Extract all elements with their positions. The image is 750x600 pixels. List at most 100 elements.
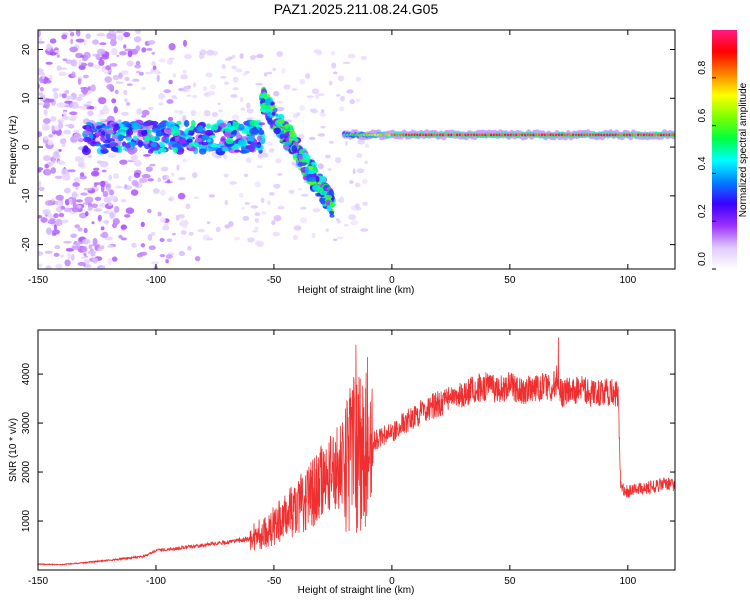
spectrogram-cell [70, 233, 77, 238]
spectrogram-cell [129, 141, 136, 147]
spectrogram-cell [332, 71, 338, 75]
spectrogram-cell [168, 79, 173, 85]
spectrogram-cell [338, 106, 345, 112]
spectrogram-cell [159, 238, 165, 242]
spectrogram-cell [88, 154, 93, 159]
spectrogram-cell [263, 72, 268, 77]
spectrogram-cell [239, 53, 244, 59]
spectrogram-cell [108, 189, 115, 196]
spectrogram-cell [46, 227, 52, 235]
spectrogram-cell [49, 74, 53, 81]
spectrogram-cell [143, 154, 151, 157]
spectrogram-cell [160, 189, 166, 196]
spectrogram-cell [107, 244, 114, 248]
spectrogram-cell [72, 182, 80, 188]
spectrogram-cell [120, 199, 127, 203]
spectrogram-x-tick-label: -50 [267, 275, 282, 286]
spectrogram-cell [269, 148, 275, 153]
spectrogram-cell [77, 158, 85, 163]
spectrogram-x-tick-label: 0 [389, 275, 395, 286]
spectrogram-cell [335, 157, 342, 164]
spectrogram-cell [75, 199, 83, 203]
spectrogram-cell [289, 129, 296, 138]
spectrogram-cell [251, 144, 261, 148]
spectrogram-cell [209, 134, 216, 139]
spectrogram-cell [313, 49, 322, 54]
spectrogram-cell [214, 155, 223, 159]
spectrogram-cell [166, 99, 174, 104]
spectrogram-cell [70, 38, 74, 45]
spectrogram-cell [41, 72, 45, 80]
spectrogram-cell [75, 38, 85, 43]
spectrogram-cell [131, 179, 139, 187]
snr-y-tick-label: 1000 [21, 509, 32, 532]
spectrogram-cell [58, 93, 63, 97]
spectrogram-cell [256, 135, 263, 141]
spectrogram-cell [44, 169, 51, 176]
spectrogram-cell [115, 81, 124, 84]
spectrogram-cell [184, 119, 190, 128]
spectrogram-cell [329, 214, 335, 218]
spectrogram-cell [349, 99, 355, 105]
spectrogram-cell [147, 178, 154, 182]
spectrogram-cell [87, 86, 91, 91]
spectrogram-cell [56, 54, 60, 58]
spectrogram-cell [85, 211, 89, 217]
spectrogram-x-tick-label: 100 [619, 275, 636, 286]
spectrogram-cell [63, 129, 71, 135]
spectrogram-cell [38, 251, 44, 256]
snr-y-label: SNR (10 * v/v) [8, 418, 19, 482]
spectrogram-cell [110, 34, 117, 42]
spectrogram-cell [138, 71, 144, 76]
spectrogram-cell [332, 238, 338, 241]
spectrogram-cell [277, 173, 283, 176]
spectrogram-cell [101, 65, 106, 72]
spectrogram-cell [160, 217, 166, 223]
spectrogram-cell [186, 138, 193, 143]
spectrogram-cell [249, 127, 259, 135]
spectrogram-cell [232, 129, 237, 135]
spectrogram-cell [126, 60, 134, 67]
spectrogram-cell [184, 89, 191, 92]
spectrogram-cell [309, 136, 316, 141]
spectrogram-cell [357, 169, 363, 173]
spectrogram-cell [55, 194, 64, 201]
spectrogram-cell [44, 250, 53, 254]
spectrogram-cell [258, 122, 266, 126]
spectrogram-cell [100, 226, 105, 231]
spectrogram-cell [315, 175, 320, 183]
spectrogram-cell [265, 98, 270, 107]
colorbar-tick-label: 0.8 [697, 60, 708, 74]
spectrogram-cell [101, 169, 107, 173]
spectrogram-cell [355, 203, 360, 210]
spectrogram-cell [91, 203, 98, 209]
colorbar: 0.0 0.2 0.4 0.6 0.8 Normalized spectral ampl… [697, 30, 749, 270]
spectrogram-cell [166, 179, 171, 184]
spectrogram-cell [172, 73, 176, 78]
spectrogram-cell [246, 102, 251, 109]
spectrogram-y-label: Frequency (Hz) [8, 116, 19, 185]
spectrogram-cell [348, 214, 356, 221]
spectrogram-cell [255, 83, 263, 86]
spectrogram-cell [238, 139, 246, 147]
spectrogram-cell [159, 141, 165, 148]
spectrogram-cell [354, 182, 361, 188]
spectrogram-cell [276, 100, 284, 104]
spectrogram-cell [147, 40, 156, 45]
spectrogram-cell [101, 55, 110, 60]
spectrogram-cell [107, 152, 117, 158]
snr-panel: -150 -100 -50 0 50 100 1000 2000 3000 4000 Heigh… [8, 329, 676, 596]
spectrogram-cell [101, 231, 109, 238]
spectrogram-cell [172, 232, 176, 236]
spectrogram-cell [56, 102, 66, 108]
spectrogram-cell [215, 226, 221, 233]
spectrogram-cell [92, 39, 99, 45]
spectrogram-cell [62, 173, 71, 181]
spectrogram-cell [297, 154, 304, 160]
spectrogram-cell [38, 131, 43, 138]
spectrogram-cell [266, 71, 273, 75]
spectrogram-cell [145, 71, 152, 75]
spectrogram-cell [163, 223, 169, 226]
spectrogram-cell [111, 256, 118, 262]
